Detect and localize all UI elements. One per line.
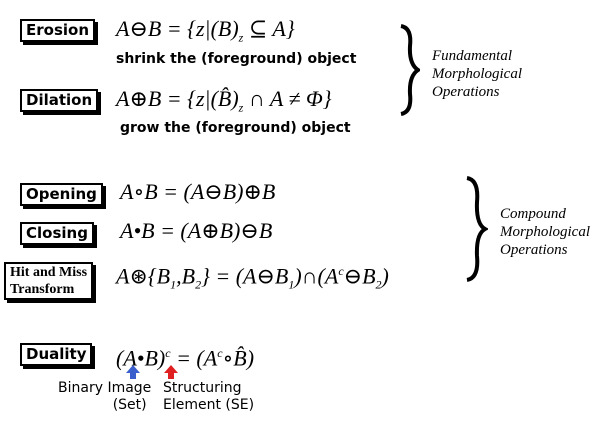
closing-formula: A•B = (A⊕B)⊖B <box>120 218 273 243</box>
closing-label: Closing <box>20 222 94 245</box>
hit-and-miss-label: Hit and Miss Transform <box>4 262 94 300</box>
hit-and-miss-formula: A⊛{B1,B2} = (A⊖B1)∩(Ac⊖B2) <box>116 263 389 292</box>
structuring-element-annotation: Structuring Element (SE) <box>163 380 255 413</box>
duality-formula: (A•B)c = (Ac∘B̂) <box>116 345 255 371</box>
dilation-label: Dilation <box>20 89 99 112</box>
duality-label: Duality <box>20 343 93 366</box>
dilation-formula: A⊕B = {z|(B̂)z ∩ A ≠ Φ} <box>116 86 332 115</box>
erosion-label: Erosion <box>20 19 96 42</box>
compound-group-label: Compound Morphological Operations <box>500 206 590 258</box>
fundamental-brace <box>400 24 420 116</box>
dilation-description: grow the (foreground) object <box>120 120 351 136</box>
fundamental-group-label: Fundamental Morphological Operations <box>432 48 522 100</box>
structuring-element-arrow-icon <box>164 365 178 379</box>
binary-image-annotation: Binary Image (Set) <box>58 380 152 413</box>
erosion-description: shrink the (foreground) object <box>116 51 357 67</box>
opening-formula: A∘B = (A⊖B)⊕B <box>120 179 276 204</box>
opening-label: Opening <box>20 183 103 206</box>
binary-image-arrow-icon <box>126 365 140 379</box>
compound-brace <box>466 176 488 282</box>
erosion-formula: A⊖B = {z|(B)z ⊆ A} <box>116 16 295 45</box>
